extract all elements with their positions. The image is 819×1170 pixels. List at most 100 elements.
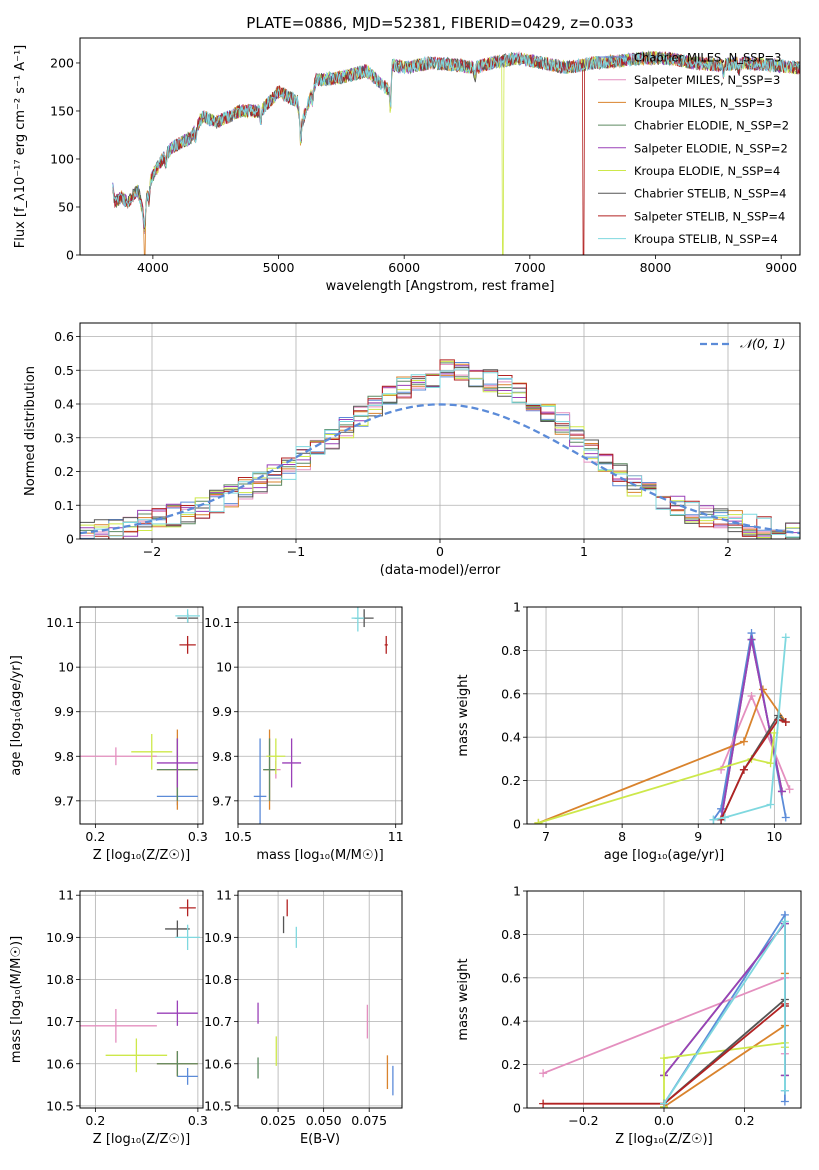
spectrum-content [112,50,800,255]
x-tick-label: 8000 [640,260,672,275]
y-tick-label: 10.7 [204,1014,232,1029]
histogram-7 [80,359,800,539]
x-tick-label: 0.3 [188,1113,208,1128]
spectrum-line-7 [112,51,800,255]
x-tick-label: 11 [388,829,404,844]
y-tick-label: 1 [513,884,521,899]
spectrum-xlabel: wavelength [Angstrom, rest frame] [326,279,555,294]
y-tick-label: 9.9 [54,704,74,719]
legend-label: Salpeter STELIB, N_SSP=4 [634,209,785,223]
spectrum-legend: Chabrier MILES, N_SSP=3 Salpeter MILES, N… [598,51,789,246]
mass_vs_Z-ylabel: mass [log₁₀(M/M☉)] [9,936,24,1063]
mass_weight_vs_Z-plot: −0.2 0.0 0.2 0 0.2 0.4 0.6 0.8 1 Z [log₁₀(Z/Z☉)] m… [456,884,802,1147]
mass_vs_Z-content [80,899,200,1085]
y-tick-label: 9.8 [212,749,232,764]
legend-label: Chabrier ELODIE, N_SSP=2 [634,119,789,133]
age_vs_mass-xlabel: mass [log₁₀(M/M☉)] [256,848,383,863]
weight-line-5 [538,732,776,824]
legend-label: Kroupa ELODIE, N_SSP=4 [634,164,780,178]
y-tick-label: 200 [50,55,74,70]
age_vs_Z-xlabel: Z [log₁₀(Z/Z☉)] [93,848,190,863]
x-tick-label: −2 [143,544,161,559]
weight-marker [660,1054,668,1063]
y-tick-label: 10.8 [46,972,74,987]
x-tick-label: 0 [436,544,444,559]
x-tick-label: 4000 [137,260,169,275]
legend-label: Chabrier STELIB, N_SSP=4 [634,187,786,201]
y-tick-label: 50 [58,199,74,214]
x-tick-label: 0.2 [85,829,105,844]
y-tick-label: 11 [58,888,74,903]
y-tick-label: 0.3 [54,430,74,445]
weight-marker [766,759,775,768]
y-tick-label: 0.6 [501,686,521,701]
age_vs_Z-ylabel: age [log₁₀(age/yr)] [9,655,24,776]
legend-label: Kroupa MILES, N_SSP=3 [634,96,773,110]
spectrum-ylabel: Flux [f_λ10⁻¹⁷ erg cm⁻² s⁻¹ A⁻¹] [13,45,28,249]
mass_vs_ebv-content [257,899,394,1096]
weight-marker [739,737,748,746]
mass_weight_vs_age-content [534,629,794,824]
y-tick-label: 0.6 [501,970,521,985]
plots-group: 4000 5000 6000 7000 8000 9000050100150200wave… [9,37,802,1147]
x-tick-label: −0.2 [568,1113,598,1128]
x-tick-label: 6000 [388,260,420,275]
y-tick-label: 0.4 [501,730,521,745]
mass_weight_vs_Z-ylabel: mass weight [456,958,471,1040]
weight-line-2 [538,687,787,824]
figure-title: PLATE=0886, MJD=52381, FIBERID=0429, z=0… [246,14,633,32]
y-tick-label: 9.8 [54,749,74,764]
weight-marker [780,917,789,926]
x-tick-label: 9 [694,829,702,844]
weight-marker [739,765,748,774]
weight-marker [534,818,543,824]
y-tick-label: 10 [58,660,74,675]
mass_vs_ebv-plot: 0.025 0.050 0.075 10.5 10.6 10.7 10.8 10.9 11 E(B… [204,888,403,1147]
y-tick-label: 10.8 [204,972,232,987]
y-tick-label: 0.4 [501,1014,521,1029]
y-tick-label: 1 [513,600,521,615]
weight-marker [660,1099,668,1108]
legend-label: Chabrier MILES, N_SSP=3 [634,51,781,65]
x-tick-label: 8 [618,829,626,844]
weight-marker [777,787,786,796]
y-tick-label: 10.5 [204,1098,232,1113]
x-tick-label: 2 [724,544,732,559]
legend-label: Salpeter MILES, N_SSP=3 [634,73,780,87]
residuals-ylabel: Normed distribution [23,366,38,496]
mass_vs_Z-frame [79,890,204,1109]
x-tick-label: 9000 [765,260,797,275]
weight-marker [539,1069,548,1078]
y-tick-label: 150 [50,103,74,118]
y-tick-label: 10.9 [204,930,232,945]
weight-marker [766,800,775,809]
weight-marker [539,1099,548,1108]
y-tick-label: 9.7 [54,793,74,808]
mass_weight_vs_age-plot: 7 8 9 10 0 0.2 0.4 0.6 0.8 1 age [log₁₀(age/yr)] ma… [456,600,802,863]
spectrum-frame [79,37,801,256]
mass_vs_Z-xlabel: Z [log₁₀(Z/Z☉)] [93,1132,190,1147]
y-tick-label: 10.7 [46,1014,74,1029]
x-tick-label: 0.0 [654,1113,674,1128]
weight-marker [720,813,729,822]
y-tick-label: 0.8 [501,927,521,942]
x-tick-label: 0.025 [260,1113,296,1128]
y-tick-label: 9.9 [212,704,232,719]
y-tick-label: 0 [513,1101,521,1116]
age_vs_mass-plot: 10.5 11 9.7 9.8 9.9 10 10.1 mass [log₁₀(M/M☉)] [204,606,404,863]
y-tick-label: 0.1 [54,498,74,513]
weight-marker [747,635,756,644]
mass_weight_vs_Z-content [539,910,789,1108]
y-tick-label: 10 [216,660,232,675]
weight-marker [785,785,794,794]
y-tick-label: 10.5 [46,1098,74,1113]
legend-label: Salpeter ELODIE, N_SSP=2 [634,141,788,155]
y-tick-label: 10.1 [46,615,74,630]
y-tick-label: 9.7 [212,793,232,808]
y-tick-label: 11 [216,888,232,903]
mass_vs_ebv-frame [237,890,403,1109]
residuals-plot: −2 −1 0 1 2 0 0.1 0.2 0.3 0.4 0.5 0.6 (data-model)/e… [23,322,801,578]
y-tick-label: 100 [50,151,74,166]
y-tick-label: 0.2 [501,1057,521,1072]
